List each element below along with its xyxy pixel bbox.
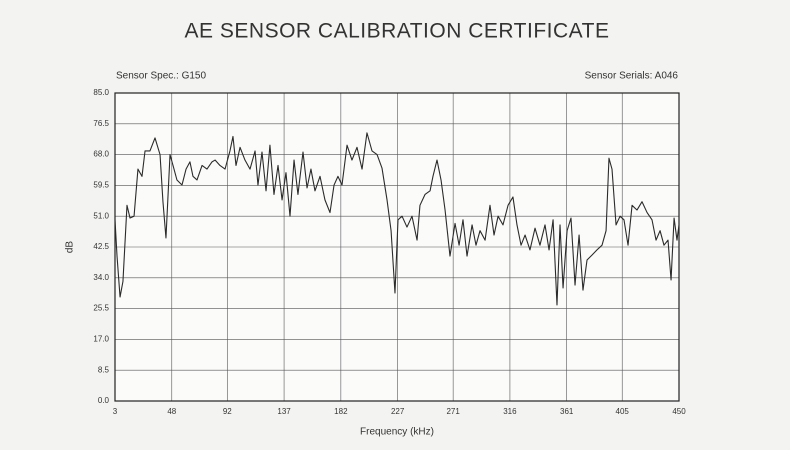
x-tick-label: 3 xyxy=(113,407,118,416)
x-tick-label: 137 xyxy=(277,407,291,416)
x-tick-label: 405 xyxy=(616,407,630,416)
y-tick-label: 68.0 xyxy=(93,150,109,159)
x-tick-label: 48 xyxy=(167,407,176,416)
x-tick-label: 316 xyxy=(503,407,517,416)
x-tick-label: 182 xyxy=(334,407,348,416)
x-tick-label: 92 xyxy=(223,407,232,416)
y-tick-label: 42.5 xyxy=(93,242,109,251)
x-tick-label: 271 xyxy=(446,407,460,416)
chart-title: AE SENSOR CALIBRATION CERTIFICATE xyxy=(185,20,610,43)
y-tick-label: 25.5 xyxy=(93,304,109,313)
y-tick-label: 34.0 xyxy=(93,273,109,282)
data-line xyxy=(114,132,680,306)
plot-border xyxy=(114,92,680,402)
y-axis-label: dB xyxy=(65,241,76,254)
y-tick-label: 8.5 xyxy=(98,365,110,374)
x-axis-label: Frequency (kHz) xyxy=(360,427,434,438)
x-tick-label: 227 xyxy=(391,407,405,416)
y-tick-label: 76.5 xyxy=(93,119,109,128)
y-tick-label: 51.0 xyxy=(93,211,109,220)
y-tick-label: 85.0 xyxy=(93,88,109,97)
sensor-serials: Sensor Serials: A046 xyxy=(585,71,679,82)
y-tick-label: 0.0 xyxy=(98,396,110,405)
x-tick-label: 361 xyxy=(560,407,574,416)
sensor-spec: Sensor Spec.: G150 xyxy=(116,71,206,82)
x-tick-label: 450 xyxy=(672,407,686,416)
y-tick-label: 17.0 xyxy=(93,335,109,344)
y-tick-label: 59.5 xyxy=(93,181,109,190)
